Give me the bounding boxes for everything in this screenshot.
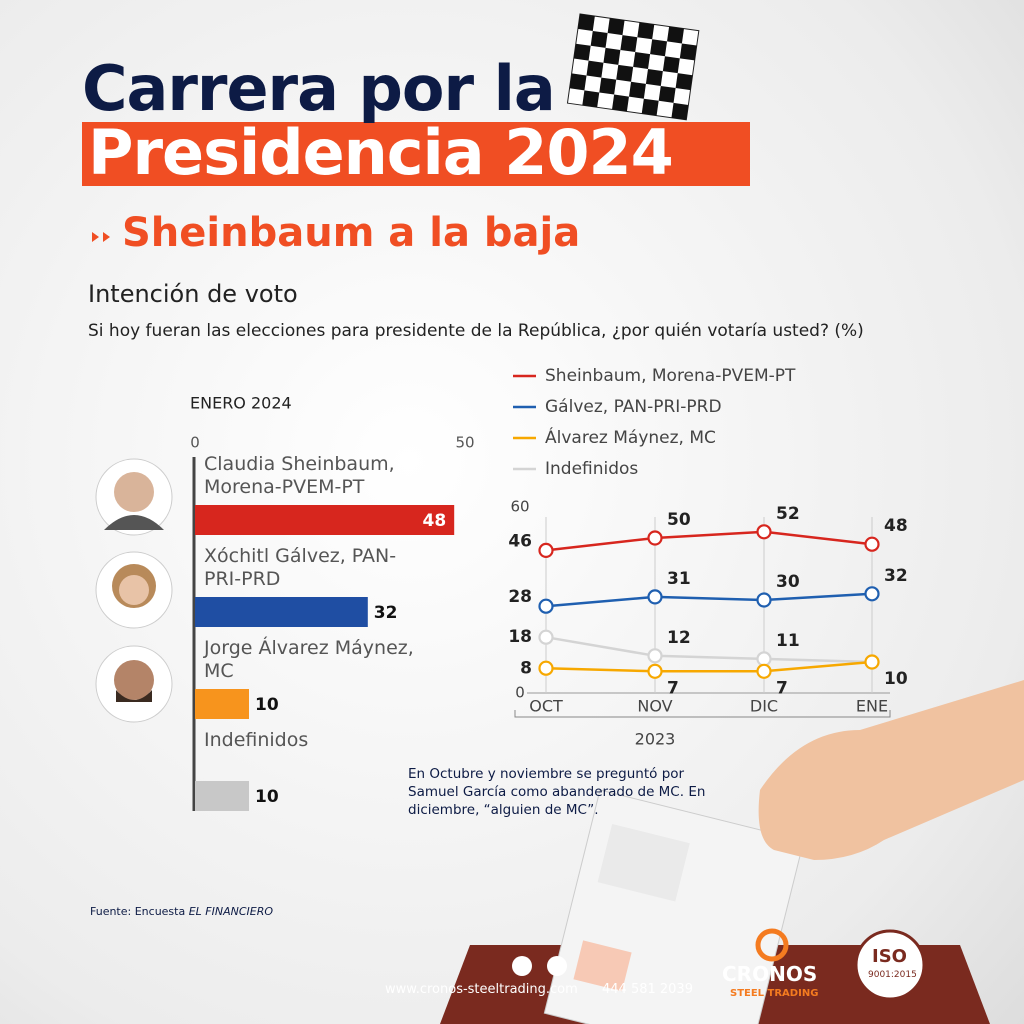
value-label: 18	[508, 627, 532, 647]
y-tick-label: 60	[510, 498, 529, 516]
section-title: Intención de voto	[88, 280, 298, 308]
value-label: 7	[776, 678, 788, 698]
x-tick-label: ENE	[856, 697, 888, 716]
value-label: 52	[776, 504, 800, 524]
category-label: Indefinidos	[204, 729, 309, 751]
point	[538, 598, 554, 614]
category-label: Xóchitl Gálvez, PAN-PRI-PRD	[204, 545, 397, 590]
point	[647, 648, 663, 664]
note: En Octubre y noviembre se preguntó por S…	[408, 766, 706, 818]
title-line1: Carrera por la	[82, 52, 556, 125]
x-tick-label: DIC	[750, 697, 778, 716]
value-label: 7	[667, 678, 679, 698]
iso: ISO	[872, 946, 907, 967]
value-label: 32	[374, 603, 398, 623]
bar	[195, 689, 249, 719]
value-label: 10	[255, 695, 279, 715]
legend-label: Álvarez Máynez, MC	[545, 426, 716, 448]
title-line2: Presidencia 2024	[88, 116, 674, 189]
photos	[95, 458, 173, 723]
x-tick-label: 50	[455, 434, 474, 452]
point	[756, 524, 772, 540]
value-label: 48	[423, 511, 447, 531]
value-label: 8	[520, 659, 532, 679]
value-label: 28	[508, 587, 532, 607]
title-band	[82, 122, 750, 186]
value-label: 50	[667, 510, 691, 530]
legend-label: Gálvez, PAN-PRI-PRD	[545, 397, 722, 417]
point	[647, 589, 663, 605]
bar	[195, 505, 455, 535]
point	[538, 629, 554, 645]
value-label: 11	[776, 631, 800, 651]
iso-code: 9001:2015	[868, 970, 917, 980]
ballot-box	[440, 680, 1024, 1024]
point	[538, 542, 554, 559]
category-label: Claudia Sheinbaum, Morena-PVEM-PT	[204, 453, 395, 498]
value-label: 32	[884, 566, 908, 586]
source-name: EL FINANCIERO	[188, 905, 274, 918]
point	[756, 663, 772, 679]
value-label: 31	[667, 569, 691, 589]
subtitle: Sheinbaum a la baja	[122, 210, 581, 256]
x-tick-label: NOV	[637, 697, 672, 716]
point	[647, 530, 663, 546]
y-tick-label: 0	[515, 684, 525, 702]
chart-title: ENERO 2024	[190, 394, 292, 413]
source-prefix: Fuente: Encuesta	[90, 905, 186, 918]
x-tick-label: 0	[190, 434, 200, 452]
x-axis-label: 2023	[635, 730, 676, 749]
brand: CRONOS	[722, 962, 818, 986]
category-label: Jorge Álvarez Máynez, MC	[204, 637, 414, 682]
question: Si hoy fueran las elecciones para presid…	[88, 321, 864, 341]
point	[756, 651, 772, 667]
bar	[195, 597, 368, 627]
source: Fuente: Encuesta EL FINANCIERO	[90, 905, 273, 918]
point	[864, 536, 880, 552]
phone: 444 581 2039	[602, 982, 693, 997]
value-label: 10	[884, 669, 908, 689]
x-tick-label: OCT	[529, 697, 563, 716]
brand-sub: STEEL TRADING	[730, 988, 819, 999]
legend-label: Indefinidos	[545, 459, 638, 479]
line	[545, 635, 873, 664]
point	[864, 654, 880, 670]
value-label: 30	[776, 572, 800, 592]
arrows	[92, 232, 110, 242]
x-bracket	[514, 710, 891, 718]
point	[647, 663, 663, 679]
line	[545, 592, 873, 608]
line	[545, 530, 873, 552]
website[interactable]: www.cronos-steeltrading.com	[385, 982, 578, 997]
point	[538, 660, 554, 676]
value-label: 46	[508, 531, 532, 551]
point	[756, 592, 772, 608]
checkered-flag	[566, 13, 700, 121]
legend-label: Sheinbaum, Morena-PVEM-PT	[545, 366, 796, 386]
point	[864, 586, 880, 602]
bar	[195, 781, 249, 811]
line	[545, 660, 873, 673]
value-label: 10	[255, 787, 279, 807]
value-label: 48	[884, 516, 908, 536]
value-label: 12	[667, 628, 691, 648]
